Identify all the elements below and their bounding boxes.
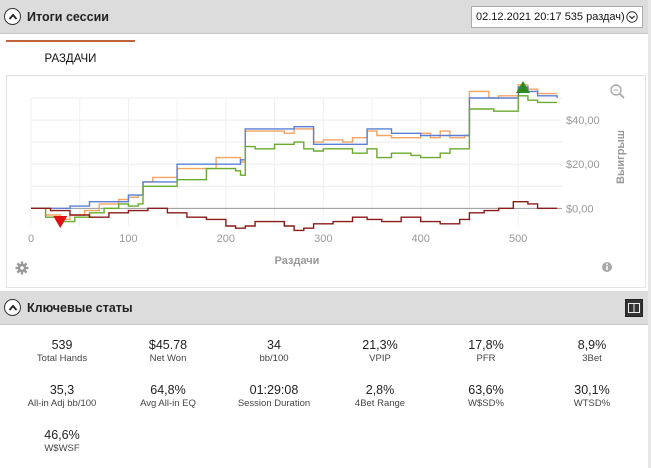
tab-hands[interactable]: РАЗДАЧИ [6,40,135,75]
y-tick-label: $20,00 [566,159,600,171]
stat-label: Total Hands [36,353,88,364]
x-axis-label: Раздачи [275,255,320,267]
stat-item: 21,3% VPIP [325,338,435,364]
stat-item: 01:29:08 Session Duration [219,383,329,409]
chevron-down-icon [626,11,638,23]
stat-item: 539 Total Hands [7,338,117,364]
stat-label: W$WSF [44,443,80,454]
stat-label: PFR [476,353,496,364]
stat-item: 34 bb/100 [219,338,329,364]
stat-value: 01:29:08 [249,383,299,397]
layout-button[interactable] [625,299,643,317]
stat-item: 2,8% 4Bet Range [325,383,435,409]
stat-value: 17,8% [468,338,504,352]
series-line-3 [31,201,558,232]
series-line-2 [31,95,558,223]
y-tick-label: $40,00 [566,115,600,127]
session-select-value: 02.12.2021 20:17 535 раздач) [476,11,625,23]
key-stats-title: Ключевые статы [27,300,133,315]
info-icon[interactable] [602,262,612,272]
stat-label: 3Bet [582,353,602,364]
x-tick-label: 400 [412,233,430,245]
stat-label: 4Bet Range [354,398,406,409]
stat-item: 64,8% Avg All-in EQ [113,383,223,409]
collapse-session-button[interactable] [4,8,21,25]
stat-label: Avg All-in EQ [140,398,196,409]
stat-value: 30,1% [574,383,610,397]
tab-hands-label: РАЗДАЧИ [44,52,97,65]
window-edge [648,0,651,468]
stat-item: 46,6% W$WSF [7,428,117,454]
max-marker-icon [516,80,531,93]
zoom-icon[interactable] [610,84,625,99]
key-stats-header: Ключевые статы [0,291,651,325]
winnings-chart: $0,00 $20,00 $40,00 0 100 200 300 400 500 Разда… [15,80,627,275]
stat-value: 35,3 [49,383,75,397]
stat-item: 35,3 All-in Adj bb/100 [7,383,117,409]
stat-item: $45.78 Net Won [113,338,223,364]
hands-chart-panel: $0,00 $20,00 $40,00 0 100 200 300 400 500 Разда… [6,76,646,288]
stat-label: WTSD% [573,398,611,409]
session-summary-header: Итоги сессии 02.12.2021 20:17 535 раздач… [0,0,651,34]
layout-icon [628,303,640,313]
stat-value: 21,3% [362,338,398,352]
collapse-up-icon [8,13,17,20]
x-tick-label: 0 [28,233,34,245]
y-axis-label: Выигрыш [615,130,627,184]
stat-label: Session Duration [237,398,311,409]
stat-item: 8,9% 3Bet [537,338,647,364]
series-line-0 [31,84,558,221]
x-tick-label: 300 [314,233,332,245]
stat-value: 2,8% [365,383,395,397]
tab-divider [6,75,646,76]
x-tick-label: 500 [509,233,527,245]
stat-label: bb/100 [259,353,289,364]
x-tick-label: 100 [119,233,137,245]
session-summary-title: Итоги сессии [27,9,109,24]
stat-value: 63,6% [468,383,504,397]
stat-value: $45.78 [148,338,188,352]
collapse-key-stats-button[interactable] [4,299,21,316]
stat-value: 46,6% [44,428,80,442]
series-line-1 [31,86,558,209]
min-marker-icon [53,215,68,228]
stat-item: 17,8% PFR [431,338,541,364]
stat-label: All-in Adj bb/100 [27,398,97,409]
x-tick-label: 200 [217,233,235,245]
session-select[interactable]: 02.12.2021 20:17 535 раздач) [471,6,643,28]
stat-label: VPIP [369,353,391,364]
stat-label: W$SD% [468,398,504,409]
stat-value: 64,8% [150,383,186,397]
stat-item: 63,6% W$SD% [431,383,541,409]
y-tick-label: $0,00 [566,203,594,215]
gear-icon[interactable] [15,261,29,275]
stat-value: 539 [51,338,73,352]
collapse-up-icon [8,304,17,311]
stat-value: 8,9% [577,338,607,352]
stat-label: Net Won [149,353,187,364]
stat-item: 30,1% WTSD% [537,383,647,409]
stat-value: 34 [267,338,281,352]
